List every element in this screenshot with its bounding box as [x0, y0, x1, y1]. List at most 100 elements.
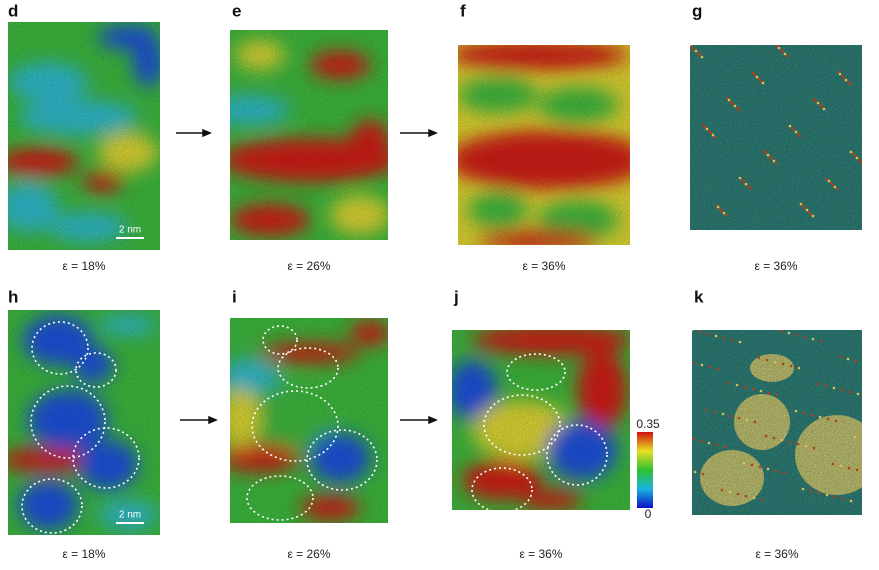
atom: [731, 102, 735, 106]
atom: [698, 330, 702, 334]
atom: [788, 440, 792, 444]
atom: [775, 45, 779, 48]
atom: [743, 385, 747, 389]
atom-texture: [230, 30, 388, 240]
atom: [744, 182, 748, 186]
panel: e ε = 26%: [230, 1, 388, 273]
atom: [794, 130, 798, 134]
atom: [744, 494, 748, 498]
atom: [833, 185, 837, 189]
atom: [711, 133, 715, 137]
atom: [748, 186, 752, 190]
atom: [690, 45, 692, 47]
atom: [795, 333, 799, 337]
atom: [856, 392, 860, 396]
grain-outline: [471, 467, 533, 513]
atom: [785, 54, 789, 58]
atom: [707, 129, 711, 133]
atom: [738, 176, 742, 180]
atom: [700, 363, 704, 367]
panel-image: [8, 22, 160, 250]
atom: [774, 161, 778, 165]
atom: [722, 211, 726, 215]
atom: [772, 436, 776, 440]
atom: [767, 391, 771, 395]
atom: [840, 74, 844, 78]
atom: [825, 493, 829, 497]
atom: [807, 210, 811, 214]
panel-label: h: [8, 287, 18, 306]
atom: [855, 468, 859, 472]
panel-image: [690, 45, 862, 230]
atom: [738, 340, 742, 344]
atom: [779, 48, 783, 52]
atom: [746, 184, 750, 188]
panel-caption: ε = 36%: [522, 259, 565, 273]
atom: [720, 488, 724, 492]
atom: [692, 330, 694, 332]
atom: [727, 98, 731, 102]
atom: [789, 364, 793, 368]
atom: [811, 337, 815, 341]
atom: [842, 76, 846, 80]
atom: [729, 100, 733, 104]
grain-outline: [246, 475, 314, 521]
atom: [773, 360, 777, 364]
atom: [725, 96, 729, 100]
atom: [772, 159, 776, 163]
atom: [759, 389, 763, 393]
grain-outline: [21, 478, 83, 534]
panel-image: [692, 330, 862, 515]
atom: [692, 361, 696, 365]
atom: [718, 207, 722, 211]
atom: [846, 357, 850, 361]
atom: [775, 393, 779, 397]
atom: [742, 461, 746, 465]
panel-caption: ε = 36%: [754, 259, 797, 273]
atom: [841, 497, 845, 501]
atom: [751, 387, 755, 391]
atom: [838, 355, 842, 359]
atom: [822, 107, 826, 111]
panel-label: i: [232, 287, 237, 306]
atom: [825, 177, 829, 181]
atom: [812, 97, 816, 101]
panel-caption: ε = 26%: [287, 259, 330, 273]
atom: [797, 366, 801, 370]
atom: [724, 213, 728, 217]
atom: [714, 334, 718, 338]
atom: [698, 53, 702, 57]
panel: k ε = 36%: [692, 287, 862, 561]
colorbar-max: 0.35: [636, 417, 660, 431]
panel: d ε = 18% 2 nm: [8, 1, 160, 273]
panel-label: k: [694, 287, 704, 306]
atom: [735, 383, 739, 387]
atom: [820, 105, 824, 109]
atom: [736, 492, 740, 496]
atom: [752, 496, 756, 500]
panel-caption: ε = 36%: [519, 547, 562, 561]
atom: [848, 82, 852, 86]
atom: [777, 46, 781, 50]
atom: [703, 125, 707, 129]
atom: [840, 388, 844, 392]
atom: [803, 335, 807, 339]
atom: [760, 498, 764, 502]
panel-label: e: [232, 1, 241, 20]
atom: [705, 127, 709, 131]
atom: [844, 78, 848, 82]
atom: [757, 77, 761, 81]
panel-image: [8, 310, 160, 535]
atom: [692, 437, 695, 441]
atom: [857, 158, 861, 162]
atom: [757, 356, 761, 360]
atom: [788, 124, 792, 128]
atom: [816, 101, 820, 105]
atom: [693, 470, 697, 474]
atom: [798, 134, 802, 138]
atom: [716, 367, 720, 371]
atom: [750, 463, 754, 467]
atom: [851, 152, 855, 156]
panel-label: d: [8, 1, 18, 20]
